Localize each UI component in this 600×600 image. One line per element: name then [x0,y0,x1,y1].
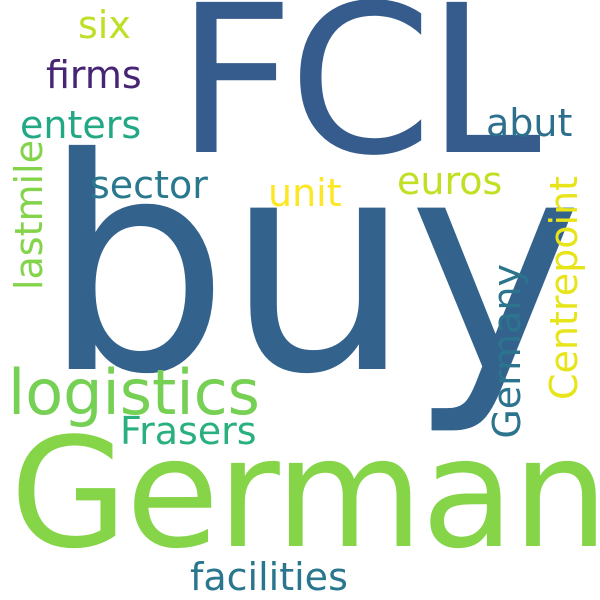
word-abut: abut [486,101,573,145]
word-logistics: logistics [8,356,260,429]
word-sector: sector [90,163,208,207]
word-unit: unit [268,171,342,215]
word-germany: Germany [485,264,529,439]
word-german: German [10,405,600,582]
word-fcl: FCL [176,0,541,201]
word-frasers: Frasers [120,409,257,453]
word-six: six [78,3,131,47]
word-enters: enters [20,103,142,147]
word-facilities: facilities [190,555,348,599]
word-euros: euros [397,159,503,203]
word-lastmile: lastmile [7,140,51,291]
word-centrepoint: Centrepoint [542,176,586,400]
word-buy: buy [42,95,583,439]
word-firms: firms [46,53,142,97]
